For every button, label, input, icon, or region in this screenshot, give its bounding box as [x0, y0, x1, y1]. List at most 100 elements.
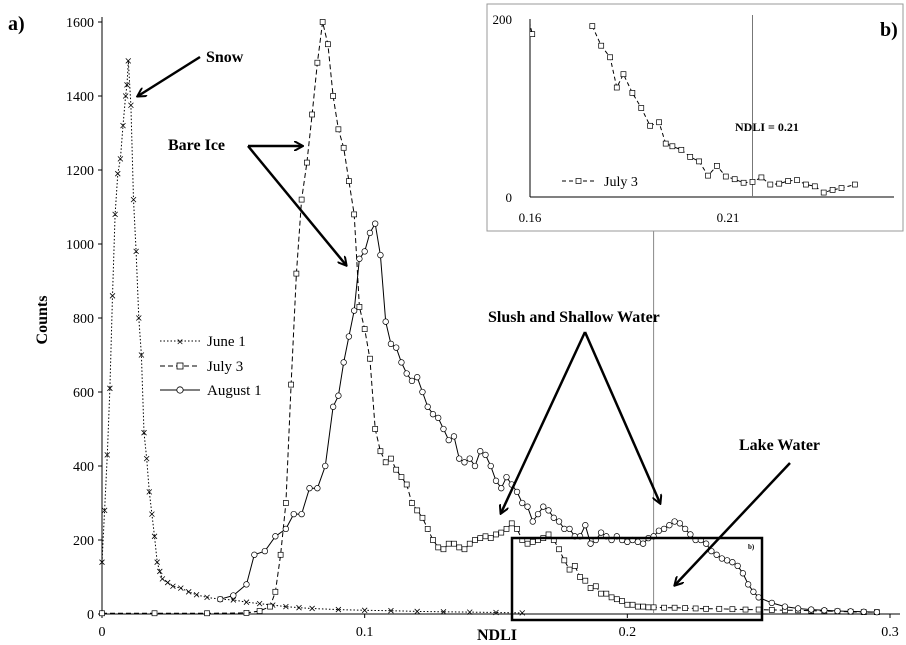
data-point	[598, 590, 604, 597]
data-point	[524, 503, 531, 510]
inset-data-point	[749, 179, 756, 185]
data-point	[503, 526, 510, 532]
data-point	[133, 248, 139, 255]
data-point	[498, 529, 505, 536]
data-point	[603, 590, 610, 597]
arrow-lake-water	[675, 462, 791, 585]
data-point	[272, 533, 279, 540]
x-tick-label: 0.2	[619, 625, 637, 640]
inset-series-july	[530, 22, 858, 196]
data-point	[356, 255, 363, 262]
data-point	[514, 526, 520, 532]
data-point	[101, 507, 108, 514]
data-point	[138, 352, 145, 358]
inset-data-point	[687, 154, 694, 160]
data-point	[624, 601, 631, 608]
data-point	[185, 589, 192, 595]
data-point	[534, 510, 542, 518]
inset-data-point	[829, 187, 836, 193]
data-point	[304, 159, 310, 166]
data-point	[367, 355, 373, 362]
data-point	[716, 605, 723, 612]
data-point	[466, 609, 473, 615]
data-point	[356, 304, 363, 310]
data-point	[288, 381, 294, 388]
data-point	[157, 568, 163, 575]
legend-entry-july: July 3	[207, 359, 243, 375]
data-point	[309, 605, 315, 612]
panel-label-main: a)	[8, 13, 25, 35]
data-point	[466, 455, 473, 462]
inset-data-point	[776, 180, 783, 187]
data-point	[340, 359, 347, 366]
data-point	[261, 547, 269, 555]
data-point	[267, 603, 273, 610]
inset-y-tick-bottom: 0	[506, 190, 513, 205]
data-point	[151, 610, 158, 617]
data-point	[149, 511, 155, 517]
data-point	[293, 270, 300, 277]
data-point	[204, 594, 210, 601]
data-point	[256, 600, 263, 607]
inset-data-point	[598, 42, 605, 49]
data-point	[873, 609, 881, 616]
data-point	[159, 576, 166, 582]
data-point	[566, 525, 573, 533]
arrow-slush-2	[583, 331, 660, 503]
data-point	[146, 489, 153, 495]
data-point	[298, 510, 305, 518]
inset-data-point	[811, 183, 818, 190]
inset-data-point	[705, 172, 711, 179]
y-tick-label: 200	[73, 534, 94, 549]
data-point	[582, 522, 589, 529]
data-point	[561, 525, 568, 533]
inset-frame	[486, 3, 904, 232]
data-point	[650, 604, 657, 611]
inset-data-point	[662, 140, 669, 147]
data-point	[487, 535, 494, 542]
data-point	[461, 546, 468, 553]
data-point	[781, 603, 789, 610]
zoom-region-box	[510, 536, 764, 622]
data-point	[498, 485, 505, 492]
data-point	[178, 585, 184, 591]
data-point	[655, 527, 663, 534]
data-point	[561, 557, 568, 564]
data-point	[277, 551, 284, 558]
data-point	[230, 597, 237, 603]
data-point	[325, 41, 331, 48]
main-axes: 0 200 400 600 800 1000 1200 1400 1600 0 0.1 0.2 0.3	[66, 16, 900, 640]
annotation-snow: Snow	[206, 49, 244, 66]
inset-data-point	[669, 143, 676, 150]
data-point	[346, 178, 352, 184]
data-point	[624, 538, 631, 545]
annotation-slush: Slush and Shallow Water	[488, 309, 660, 326]
data-point	[330, 93, 336, 99]
data-point	[450, 433, 458, 440]
data-point	[388, 455, 394, 462]
legend-entry-august: August 1	[207, 383, 262, 399]
data-point	[361, 326, 368, 332]
data-point	[322, 462, 329, 470]
data-point	[661, 604, 667, 611]
data-point	[243, 599, 250, 605]
data-point	[660, 525, 668, 533]
data-point	[577, 574, 583, 580]
data-point	[503, 473, 510, 481]
data-point	[361, 248, 368, 255]
data-point	[477, 448, 484, 455]
data-point	[519, 499, 526, 507]
inset-data-point	[620, 71, 627, 78]
data-point	[755, 594, 762, 601]
data-point	[745, 581, 752, 588]
inset-data-point	[530, 31, 536, 37]
inset-threshold-label: NDLI = 0.21	[735, 120, 799, 134]
data-point	[435, 414, 442, 422]
data-point	[482, 533, 489, 540]
inset-data-point	[794, 177, 800, 183]
data-point	[493, 609, 499, 616]
arrow-snow	[138, 55, 201, 96]
data-point	[309, 111, 315, 118]
data-point	[482, 451, 489, 459]
data-point	[671, 518, 678, 525]
